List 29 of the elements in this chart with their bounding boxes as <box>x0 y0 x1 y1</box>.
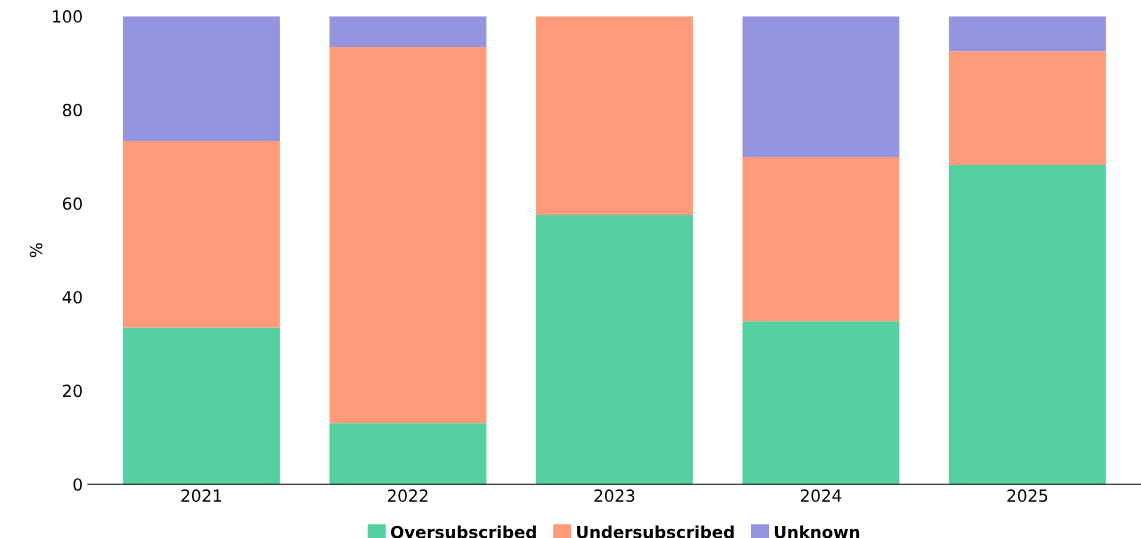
bar <box>742 321 900 485</box>
legend-label: Undersubscribed <box>577 525 734 538</box>
bar <box>742 157 900 322</box>
x-tick-label: 2025 <box>1007 489 1048 502</box>
bar <box>122 141 280 328</box>
bar <box>329 16 487 48</box>
bar <box>535 215 693 485</box>
bar <box>122 327 280 485</box>
y-tick-label: 80 <box>62 103 82 117</box>
x-tick-label: 2023 <box>594 489 635 502</box>
bar <box>948 164 1106 485</box>
bar <box>948 16 1106 52</box>
x-tick-label: 2022 <box>387 489 428 502</box>
x-tick-label: 2021 <box>181 489 222 502</box>
bar <box>122 16 280 142</box>
x-tick-label: 2024 <box>800 489 842 502</box>
y-tick-label: 20 <box>63 384 82 398</box>
bar <box>329 47 487 424</box>
bar <box>742 16 900 158</box>
legend-label: Unknown <box>774 525 860 538</box>
bar <box>329 423 487 485</box>
y-tick-label: 0 <box>73 478 82 491</box>
y-tick-label: 100 <box>53 10 82 23</box>
legend-label: Oversubscribed <box>390 525 536 538</box>
y-tick-label: 60 <box>62 197 82 210</box>
y-axis-title: % <box>29 243 43 258</box>
bar <box>535 16 693 216</box>
y-tick-label: 40 <box>62 290 82 304</box>
bar <box>948 51 1106 165</box>
